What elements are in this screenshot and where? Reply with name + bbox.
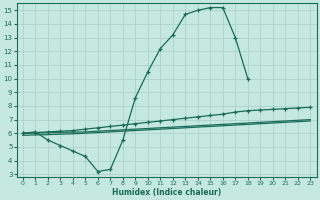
X-axis label: Humidex (Indice chaleur): Humidex (Indice chaleur) — [112, 188, 221, 197]
